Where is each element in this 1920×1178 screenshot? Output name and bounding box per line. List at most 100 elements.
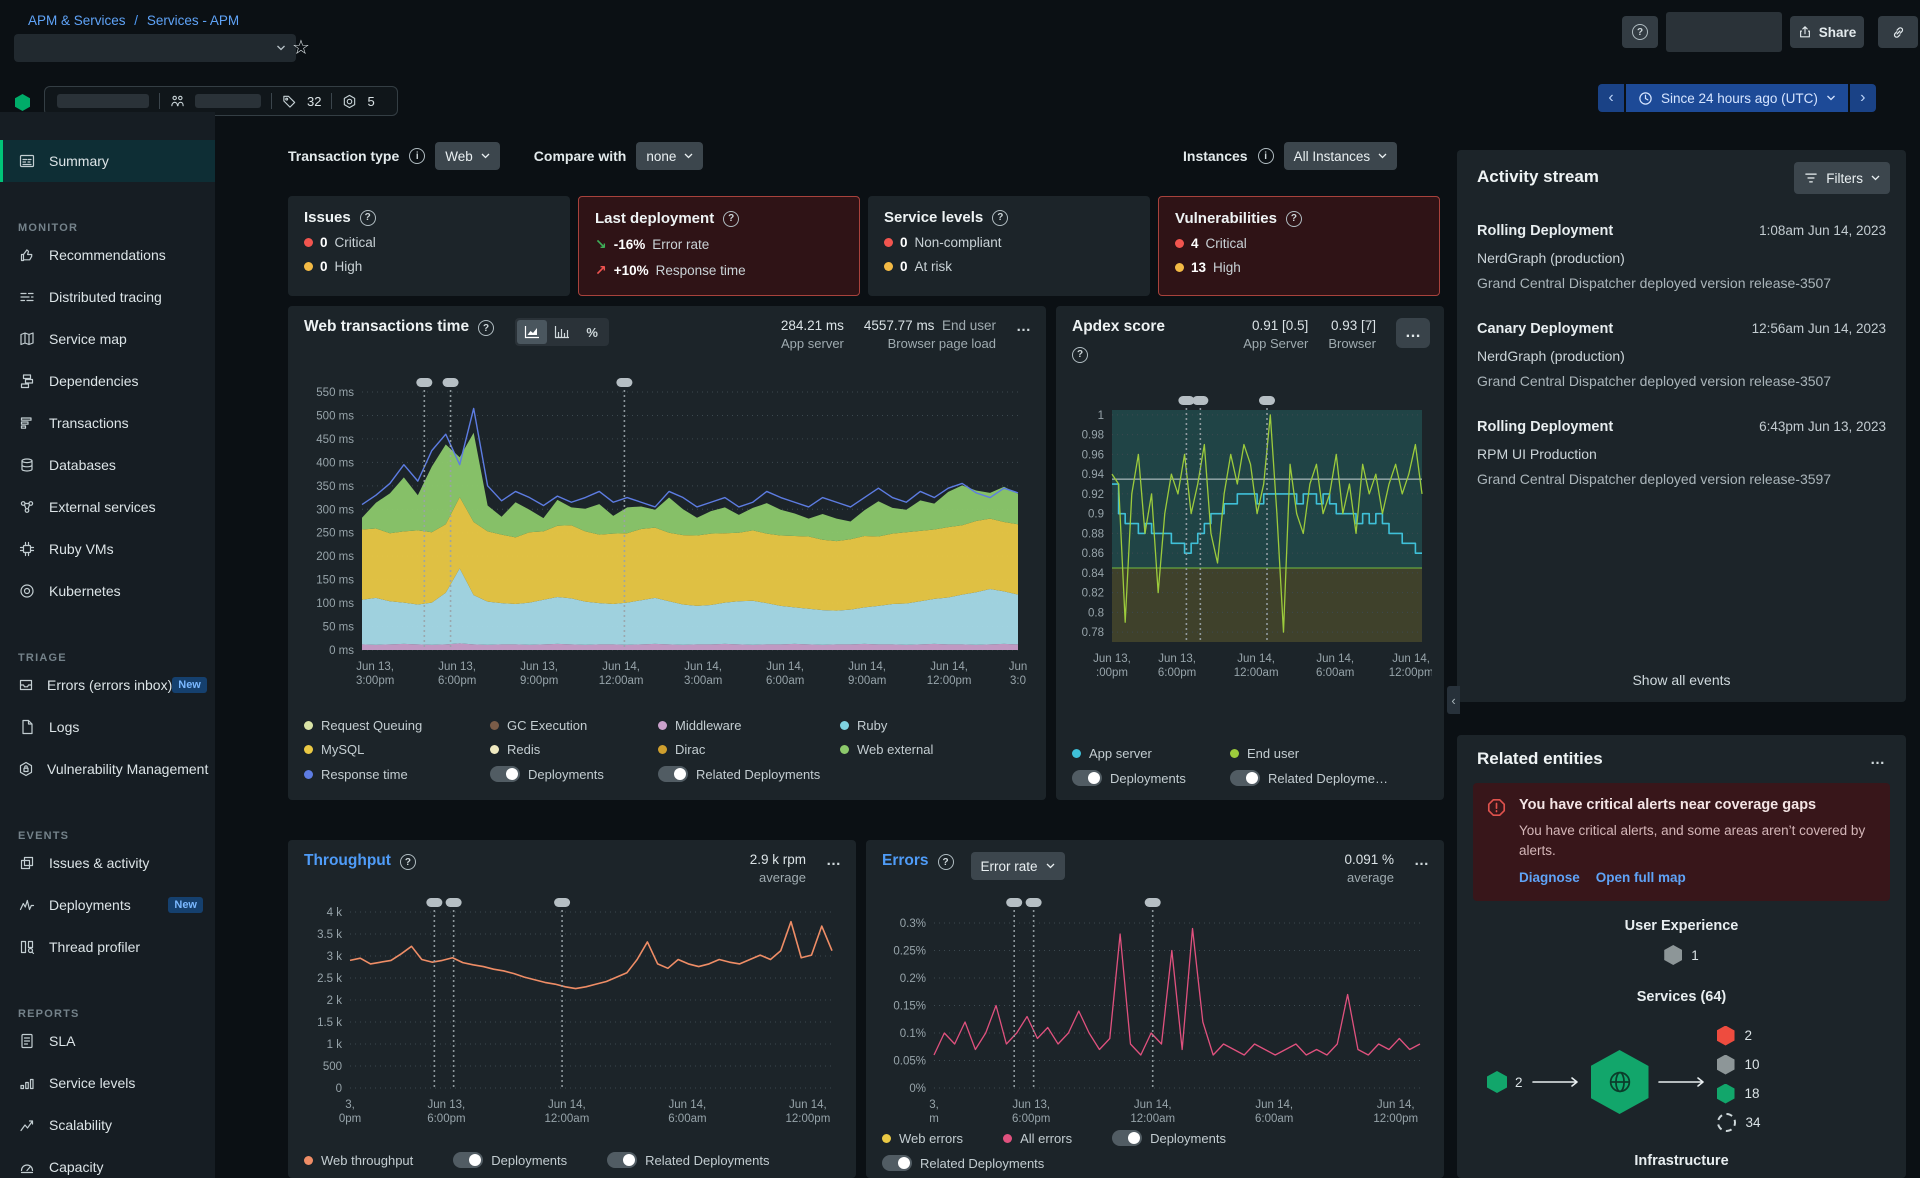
sidebar-item-service-map[interactable]: Service map xyxy=(0,318,215,360)
sidebar-item-capacity[interactable]: Capacity xyxy=(0,1146,215,1178)
help-icon[interactable]: ? xyxy=(359,209,376,226)
legend-item-web-throughput[interactable]: Web throughput xyxy=(304,1153,413,1168)
toggle-switch[interactable] xyxy=(1112,1130,1143,1146)
service-group-node[interactable]: 34 xyxy=(1716,1112,1761,1132)
sidebar-item-transactions[interactable]: Transactions xyxy=(0,402,215,444)
help-icon[interactable]: ? xyxy=(1072,346,1088,363)
legend-item-request-queuing[interactable]: Request Queuing xyxy=(304,718,490,733)
breadcrumb-link-services-apm[interactable]: Services - APM xyxy=(146,13,240,28)
legend-item-ruby[interactable]: Ruby xyxy=(840,718,1000,733)
sidebar-item-logs[interactable]: Logs xyxy=(0,706,215,748)
sidebar-item-ruby-vms[interactable]: Ruby VMs xyxy=(0,528,215,570)
chart-title-link[interactable]: Errors xyxy=(882,852,929,869)
legend-toggle-related-deployments[interactable]: Related Deployments xyxy=(882,1155,1044,1171)
instances-dropdown[interactable]: All Instances xyxy=(1283,142,1398,170)
more-menu-button[interactable]: … xyxy=(1414,852,1430,869)
panel-collapse-handle[interactable]: ‹ xyxy=(1447,686,1460,714)
sidebar-item-dependencies[interactable]: Dependencies xyxy=(0,360,215,402)
legend-item-dirac[interactable]: Dirac xyxy=(658,742,840,757)
status-card-last-deployment[interactable]: Last deployment? ↘ -16% Error rate ↗ +10% Resp… xyxy=(578,196,860,296)
legend-toggle-related-deployme[interactable]: Related Deployme… xyxy=(1230,770,1420,786)
more-menu-button[interactable]: … xyxy=(826,852,842,869)
entity-name-dropdown[interactable] xyxy=(14,34,296,62)
legend-toggle-deployments[interactable]: Deployments xyxy=(1072,770,1230,786)
legend-item-middleware[interactable]: Middleware xyxy=(658,718,840,733)
legend-item-response-time[interactable]: Response time xyxy=(304,767,490,782)
toggle-switch[interactable] xyxy=(1072,770,1102,786)
show-all-events-link[interactable]: Show all events xyxy=(1632,672,1731,688)
service-group-node[interactable]: 18 xyxy=(1716,1083,1761,1104)
breadcrumb-link-apm-services[interactable]: APM & Services xyxy=(28,13,126,28)
legend-item-app-server[interactable]: App server xyxy=(1072,746,1230,761)
user-experience-node[interactable]: 1 xyxy=(1457,945,1906,965)
legend-toggle-related-deployments[interactable]: Related Deployments xyxy=(607,1152,769,1168)
sidebar-item-thread-profiler[interactable]: Thread profiler xyxy=(0,926,215,968)
help-icon[interactable]: ? xyxy=(399,854,416,870)
toggle-switch[interactable] xyxy=(607,1152,638,1168)
legend-item-redis[interactable]: Redis xyxy=(490,742,658,757)
legend-toggle-deployments[interactable]: Deployments xyxy=(1112,1130,1226,1146)
help-button[interactable]: ? xyxy=(1622,16,1658,48)
time-back-button[interactable]: ‹ xyxy=(1598,84,1624,112)
sidebar-item-vulnerability-management[interactable]: Vulnerability Management xyxy=(0,748,215,790)
activity-entry[interactable]: Rolling Deployment 6:43pm Jun 13, 2023 RPM… xyxy=(1457,419,1906,490)
sidebar-item-sla[interactable]: SLA xyxy=(0,1020,215,1062)
favorite-star-icon[interactable]: ☆ xyxy=(292,37,310,59)
sidebar-item-external-services[interactable]: External services xyxy=(0,486,215,528)
info-icon[interactable]: i xyxy=(409,148,426,164)
toggle-switch[interactable] xyxy=(453,1152,484,1168)
sidebar-item-scalability[interactable]: Scalability xyxy=(0,1104,215,1146)
help-icon[interactable]: ? xyxy=(1285,210,1302,227)
share-button[interactable]: Share xyxy=(1790,16,1864,48)
info-icon[interactable]: i xyxy=(1257,148,1274,164)
toggle-switch[interactable] xyxy=(658,766,688,782)
sidebar-item-issues-activity[interactable]: Issues & activity xyxy=(0,842,215,884)
toggle-switch[interactable] xyxy=(1230,770,1260,786)
status-card-issues[interactable]: Issues? 0 Critical 0 High xyxy=(288,196,570,296)
more-menu-button[interactable]: … xyxy=(1870,751,1886,768)
entity-meta-bar[interactable]: 32 5 xyxy=(44,86,398,116)
error-rate-dropdown[interactable]: Error rate xyxy=(970,852,1065,880)
sidebar-item-service-levels[interactable]: Service levels xyxy=(0,1062,215,1104)
browser-page-load-link[interactable]: Browser page load xyxy=(887,336,996,351)
status-card-vulnerabilities[interactable]: Vulnerabilities? 4 Critical 13 High xyxy=(1158,196,1440,296)
toggle-switch[interactable] xyxy=(882,1155,912,1171)
percent-toggle-icon[interactable]: % xyxy=(586,324,598,340)
legend-item-mysql[interactable]: MySQL xyxy=(304,742,490,757)
legend-item-web-external[interactable]: Web external xyxy=(840,742,1000,757)
toggle-switch[interactable] xyxy=(490,766,520,782)
area-chart-toggle-icon[interactable] xyxy=(517,320,548,344)
sidebar-item-distributed-tracing[interactable]: Distributed tracing xyxy=(0,276,215,318)
open-full-map-link[interactable]: Open full map xyxy=(1595,870,1686,885)
web-transactions-chart[interactable]: 550 ms 500 ms 450 ms 400 ms 350 ms 300 ms 250 … xyxy=(304,370,1030,715)
help-icon[interactable]: ? xyxy=(723,210,740,227)
legend-item-all-errors[interactable]: All errors xyxy=(1003,1131,1072,1146)
filters-button[interactable]: Filters xyxy=(1794,162,1890,194)
bar-chart-toggle-icon[interactable] xyxy=(547,320,577,344)
service-group-node[interactable]: 10 xyxy=(1716,1054,1761,1075)
sidebar-item-recommendations[interactable]: Recommendations xyxy=(0,234,215,276)
help-icon[interactable]: ? xyxy=(992,209,1009,226)
current-service-hub-node[interactable] xyxy=(1590,1050,1649,1114)
service-group-node[interactable]: 2 xyxy=(1716,1025,1761,1046)
more-menu-button[interactable]: … xyxy=(1396,318,1430,348)
sidebar-item-summary[interactable]: Summary xyxy=(0,140,215,182)
help-icon[interactable]: ? xyxy=(478,320,495,336)
copy-link-button[interactable] xyxy=(1878,16,1918,48)
transaction-type-dropdown[interactable]: Web xyxy=(435,142,500,170)
more-menu-button[interactable]: … xyxy=(1016,318,1032,335)
legend-toggle-deployments[interactable]: Deployments xyxy=(453,1152,567,1168)
help-icon[interactable]: ? xyxy=(937,854,954,870)
activity-entry[interactable]: Rolling Deployment 1:08am Jun 14, 2023 Ner… xyxy=(1457,223,1906,294)
upstream-services-node[interactable]: 2 xyxy=(1487,1071,1523,1093)
chart-title-link[interactable]: Throughput xyxy=(304,852,391,869)
diagnose-link[interactable]: Diagnose xyxy=(1519,870,1580,885)
time-range-button[interactable]: Since 24 hours ago (UTC) xyxy=(1626,84,1848,112)
sidebar-item-errors-errors-inbox[interactable]: Errors (errors inbox) New xyxy=(0,664,215,706)
activity-entry[interactable]: Canary Deployment 12:56am Jun 14, 2023 Ner… xyxy=(1457,321,1906,392)
status-card-service-levels[interactable]: Service levels? 0 Non-compliant 0 At risk xyxy=(868,196,1150,296)
time-forward-button[interactable]: › xyxy=(1849,84,1876,112)
apdex-chart[interactable]: 1 0.98 0.96 0.94 0.92 0.9 0.88 0.86 0.84 0.82 0.8 0… xyxy=(1068,390,1434,725)
legend-item-web-errors[interactable]: Web errors xyxy=(882,1131,963,1146)
sidebar-item-kubernetes[interactable]: Kubernetes xyxy=(0,570,215,612)
